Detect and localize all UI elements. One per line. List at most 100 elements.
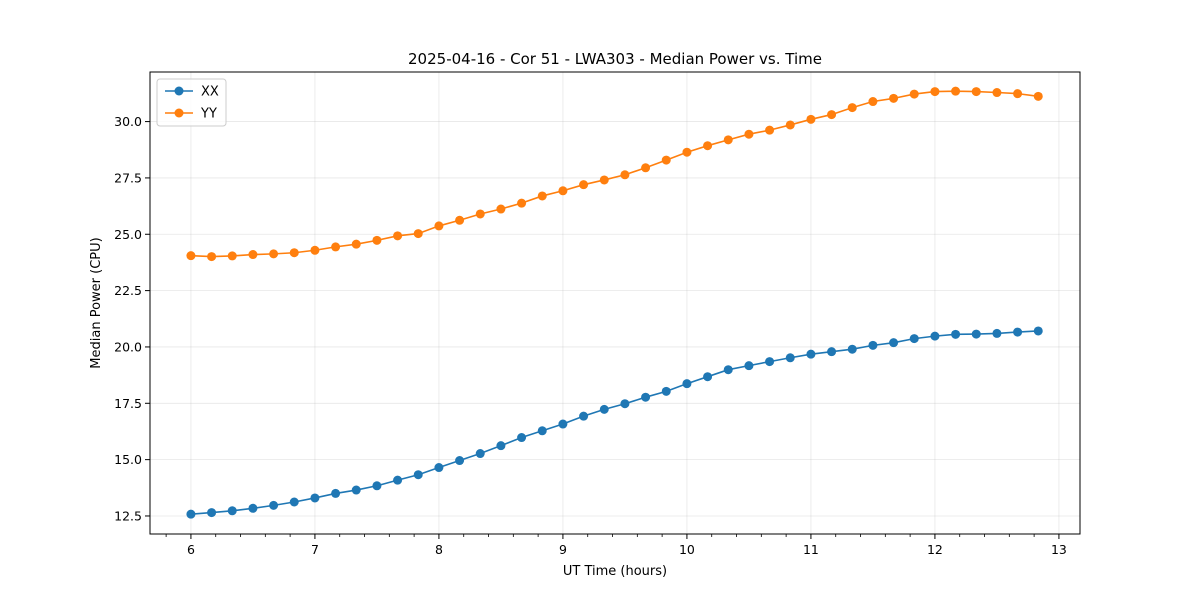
data-point: [331, 488, 341, 498]
data-point: [289, 248, 299, 258]
data-point: [847, 103, 857, 113]
data-point: [930, 87, 940, 97]
data-point: [537, 426, 547, 436]
data-point: [1033, 91, 1043, 101]
data-point: [971, 329, 981, 339]
data-point: [661, 386, 671, 396]
plot-frame: [149, 71, 1081, 535]
y-tick-label: 27.5: [114, 170, 142, 185]
x-tick-label: 10: [679, 542, 695, 557]
data-point: [351, 485, 361, 495]
x-tick-label: 8: [435, 542, 443, 557]
data-point: [909, 334, 919, 344]
data-point: [827, 110, 837, 120]
data-point: [951, 86, 961, 96]
data-point: [434, 463, 444, 473]
data-point: [889, 338, 899, 348]
data-point: [579, 180, 589, 190]
x-tick-label: 7: [311, 542, 319, 557]
data-point: [310, 245, 320, 255]
data-point: [496, 441, 506, 451]
data-point: [517, 433, 527, 443]
y-tick-label: 12.5: [114, 508, 142, 523]
data-point: [992, 328, 1002, 338]
data-point: [289, 497, 299, 507]
legend-label: YY: [200, 107, 217, 122]
data-point: [393, 475, 403, 485]
data-point: [641, 392, 651, 402]
data-point: [909, 89, 919, 99]
data-point: [393, 231, 403, 241]
data-point: [703, 141, 713, 151]
legend-marker: [174, 108, 184, 118]
data-point: [744, 361, 754, 371]
data-point: [785, 120, 795, 130]
x-tick-label: 13: [1051, 542, 1067, 557]
data-point: [599, 175, 609, 185]
data-point: [434, 221, 444, 231]
data-point: [847, 344, 857, 354]
data-point: [413, 229, 423, 239]
y-tick-label: 30.0: [114, 114, 142, 129]
data-point: [351, 239, 361, 249]
data-point: [455, 215, 465, 225]
data-point: [868, 97, 878, 107]
data-point: [1013, 327, 1023, 337]
y-tick-label: 20.0: [114, 339, 142, 354]
data-point: [186, 509, 196, 519]
data-point: [496, 204, 506, 214]
data-point: [310, 493, 320, 503]
data-point: [889, 93, 899, 103]
data-point: [413, 470, 423, 480]
data-point: [186, 251, 196, 261]
data-point: [455, 456, 465, 466]
data-point: [248, 503, 258, 513]
chart-title: 2025-04-16 - Cor 51 - LWA303 - Median Po…: [408, 50, 822, 68]
data-point: [661, 155, 671, 165]
data-point: [372, 235, 382, 245]
data-point: [558, 419, 568, 429]
data-point: [765, 125, 775, 135]
data-point: [723, 365, 733, 375]
x-tick-label: 6: [187, 542, 195, 557]
x-tick-label: 11: [803, 542, 819, 557]
data-point: [537, 191, 547, 201]
legend-item-yy: YY: [165, 107, 217, 122]
data-point: [599, 404, 609, 414]
y-axis-label: Median Power (CPU): [89, 237, 104, 368]
data-point: [682, 379, 692, 389]
y-tick-label: 22.5: [114, 283, 142, 298]
data-point: [207, 252, 217, 262]
axes: 6 7 8 9 10 11 12 13 12.5 15.0 17.5 20.0 22.5 25.0 27.5…: [114, 114, 1067, 557]
data-point: [806, 114, 816, 124]
series-xx: [186, 326, 1043, 519]
legend: XX YY: [156, 78, 227, 127]
data-point: [1013, 89, 1023, 99]
data-point: [785, 353, 795, 363]
data-point: [331, 242, 341, 252]
series-yy: [186, 86, 1043, 262]
data-point: [620, 399, 630, 409]
data-point: [765, 357, 775, 367]
x-tick-label: 12: [927, 542, 943, 557]
data-point: [579, 411, 589, 421]
data-point: [475, 209, 485, 219]
legend-marker: [174, 86, 184, 96]
data-point: [992, 88, 1002, 98]
data-point: [372, 481, 382, 491]
data-point: [641, 163, 651, 173]
data-point: [827, 347, 837, 357]
data-point: [248, 250, 258, 260]
data-point: [682, 147, 692, 157]
legend-item-xx: XX: [165, 85, 219, 100]
data-point: [207, 508, 217, 518]
data-point: [868, 340, 878, 350]
data-point: [620, 170, 630, 180]
data-point: [703, 372, 713, 382]
data-point: [1033, 326, 1043, 336]
data-point: [227, 251, 237, 261]
data-point: [558, 186, 568, 196]
data-point: [517, 198, 527, 208]
data-point: [806, 349, 816, 359]
